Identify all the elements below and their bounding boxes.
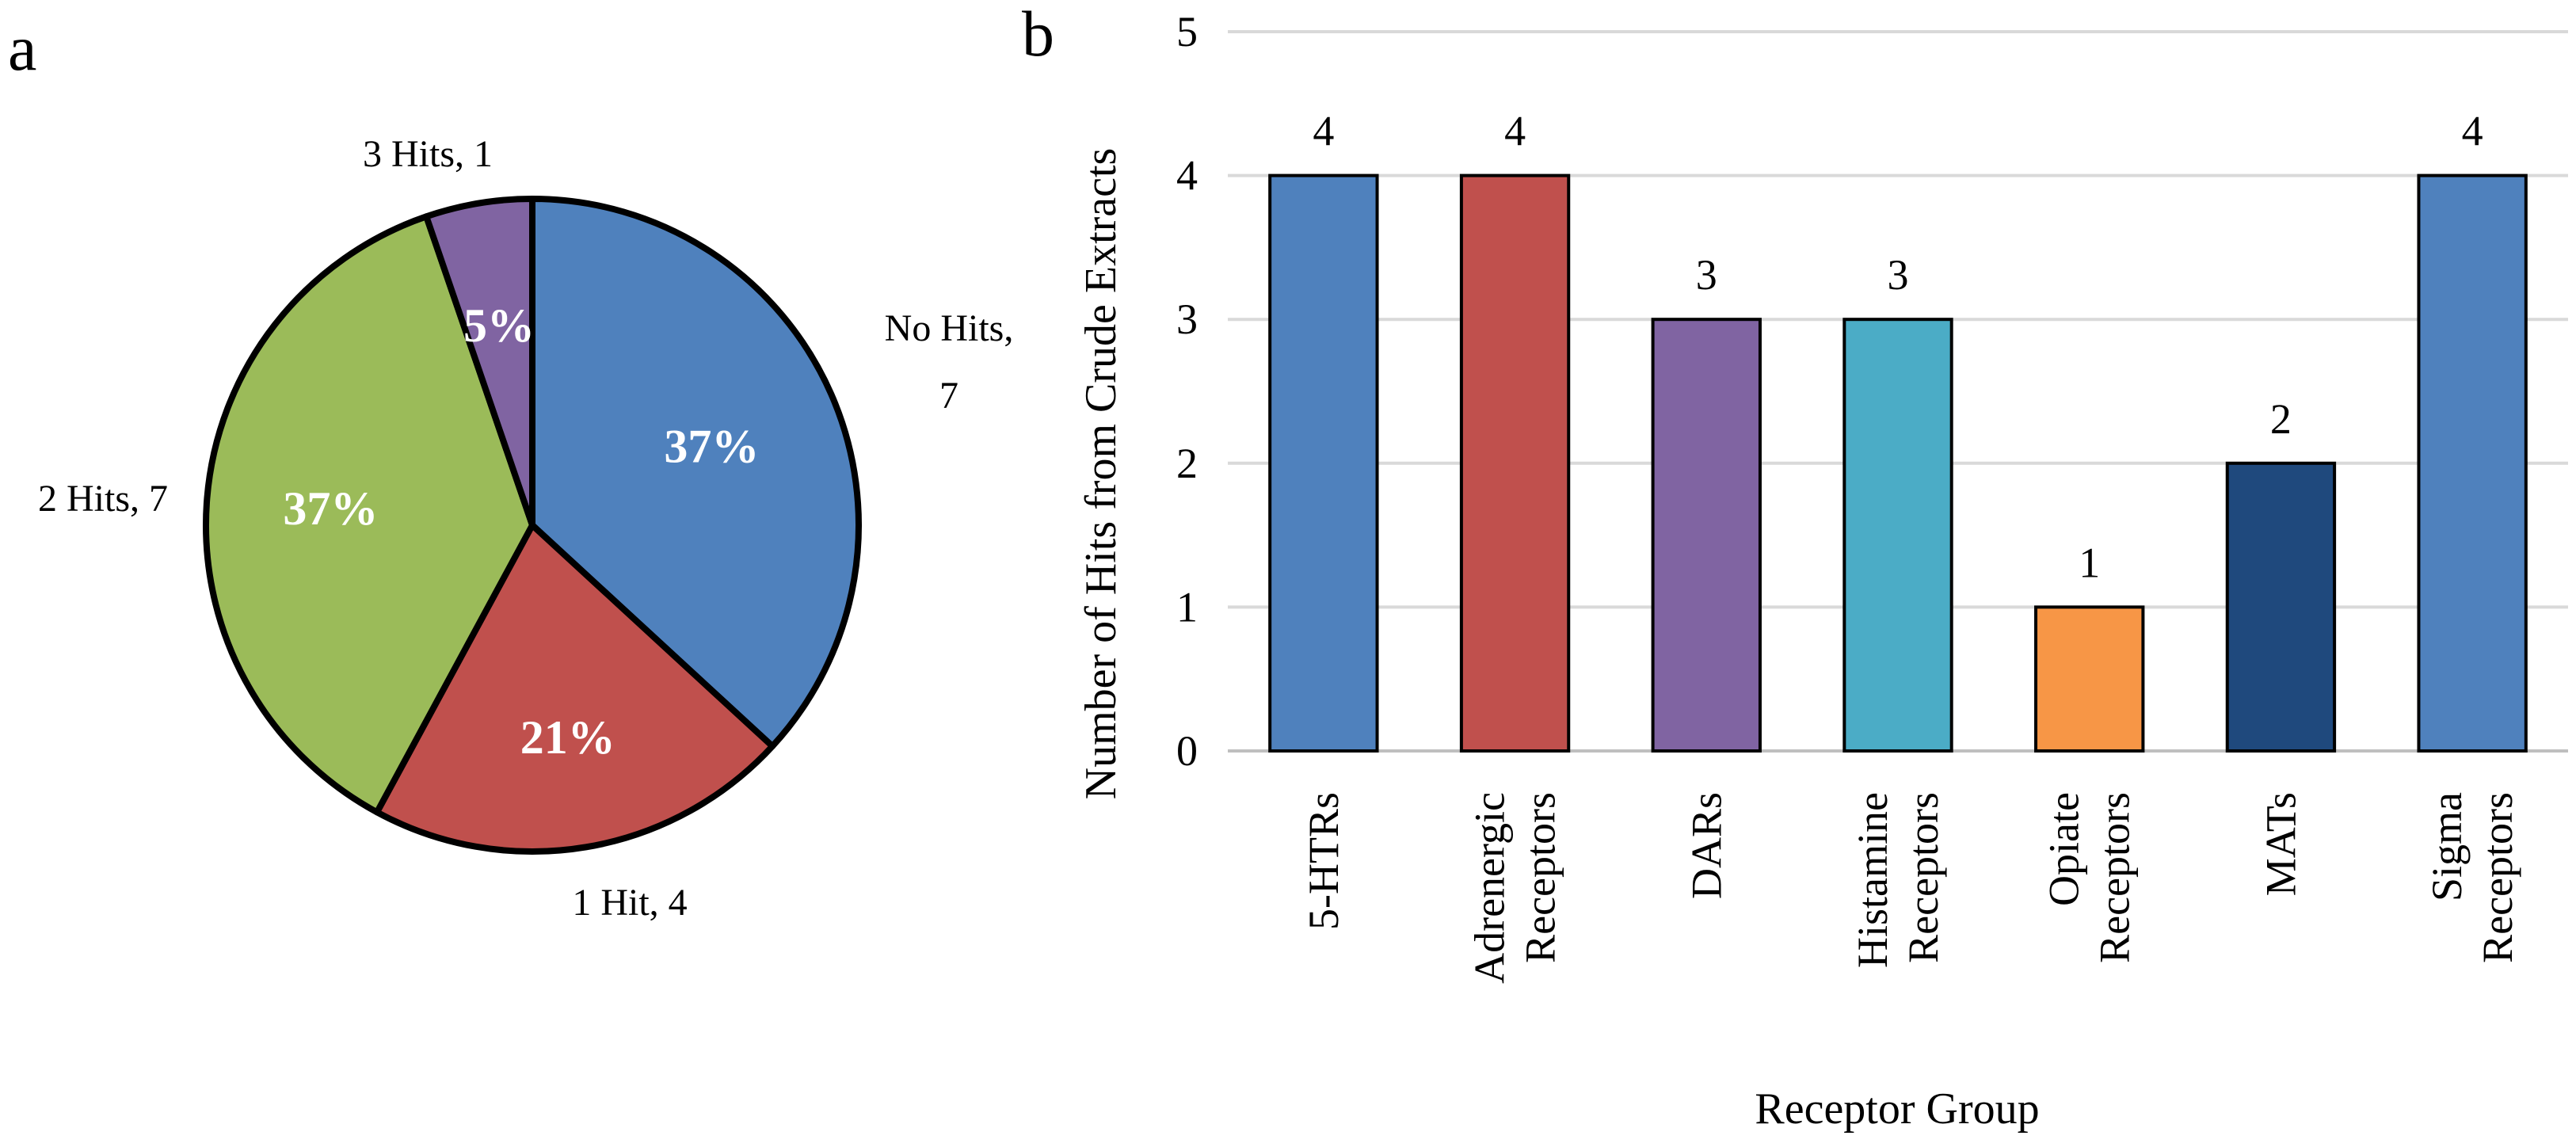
pie-category-label: No Hits, — [885, 307, 1014, 349]
pie-slice — [529, 196, 862, 750]
pie-category-label-value: 7 — [939, 375, 958, 417]
bar — [1459, 173, 1571, 753]
x-tick-label: Receptors — [1517, 792, 1564, 963]
x-tick-label: Opiate — [2041, 792, 2088, 906]
y-tick-label: 0 — [1176, 727, 1198, 775]
y-tick-label: 2 — [1176, 440, 1198, 487]
x-tick-label: MATs — [2257, 792, 2304, 896]
bar — [2417, 173, 2528, 753]
bar-data-label: 2 — [2270, 395, 2292, 443]
bar — [2034, 605, 2145, 753]
y-axis-label: Number of Hits from Crude Extracts — [1077, 148, 1126, 800]
bar-y-tick-labels: 0 1 2 3 4 5 — [1176, 8, 1198, 775]
pie-slices — [203, 196, 862, 855]
bar-data-labels: 4 4 3 3 1 2 4 — [1313, 108, 2483, 587]
bar — [1842, 318, 1953, 753]
bar-x-tick-labels: 5-HTRs Adrenergic Receptors DARs Histamine Re… — [1300, 792, 2521, 984]
x-tick-label: Receptors — [2474, 792, 2521, 963]
y-tick-label: 3 — [1176, 295, 1198, 343]
pie-category-label: 3 Hits, 1 — [363, 133, 493, 175]
pie-chart-panel: a 37%No Hits,721%1 Hit, 437%2 Hits, 75%3… — [8, 12, 1013, 924]
bar-data-label: 3 — [1888, 251, 1909, 299]
x-tick-label: 5-HTRs — [1300, 792, 1347, 930]
pie-slice — [203, 213, 535, 816]
bar-data-label: 4 — [2462, 108, 2483, 155]
pie-percent-label: 5% — [463, 299, 535, 352]
x-tick-label: DARs — [1682, 792, 1730, 899]
bar-data-label: 4 — [1504, 108, 1526, 155]
pie-category-label: 1 Hit, 4 — [572, 882, 687, 924]
bar-rects — [1268, 173, 2528, 753]
panel-a-label: a — [8, 12, 36, 84]
pie-slice — [373, 522, 776, 855]
pie-slice — [423, 196, 535, 528]
x-tick-label: Adrenergic — [1466, 792, 1514, 984]
y-tick-label: 5 — [1176, 8, 1198, 55]
x-tick-label: Receptors — [1900, 792, 1947, 963]
bar — [1268, 173, 1379, 753]
bar — [2225, 461, 2337, 753]
x-tick-label: Sigma — [2423, 792, 2471, 901]
y-tick-label: 1 — [1176, 583, 1198, 631]
pie-labels: 37% No Hits, 7 21% 1 Hit, 4 37% 2 Hits, 7 5% 3 H… — [38, 133, 1013, 924]
bar-data-label: 3 — [1696, 251, 1717, 299]
pie-percent-label: 37% — [283, 482, 378, 535]
x-tick-label: Receptors — [2091, 792, 2139, 963]
x-tick-label: Histamine — [1849, 792, 1896, 968]
panel-b-label: b — [1022, 0, 1054, 70]
bar — [1651, 318, 1762, 753]
x-axis-label: Receptor Group — [1755, 1084, 2039, 1134]
bar-data-label: 1 — [2079, 539, 2100, 586]
pie-percent-label: 37% — [664, 421, 759, 473]
y-tick-label: 4 — [1176, 152, 1198, 200]
pie-percent-label: 21% — [520, 711, 615, 764]
bar-data-label: 4 — [1313, 108, 1334, 155]
pie-category-label: 2 Hits, 7 — [38, 478, 168, 520]
